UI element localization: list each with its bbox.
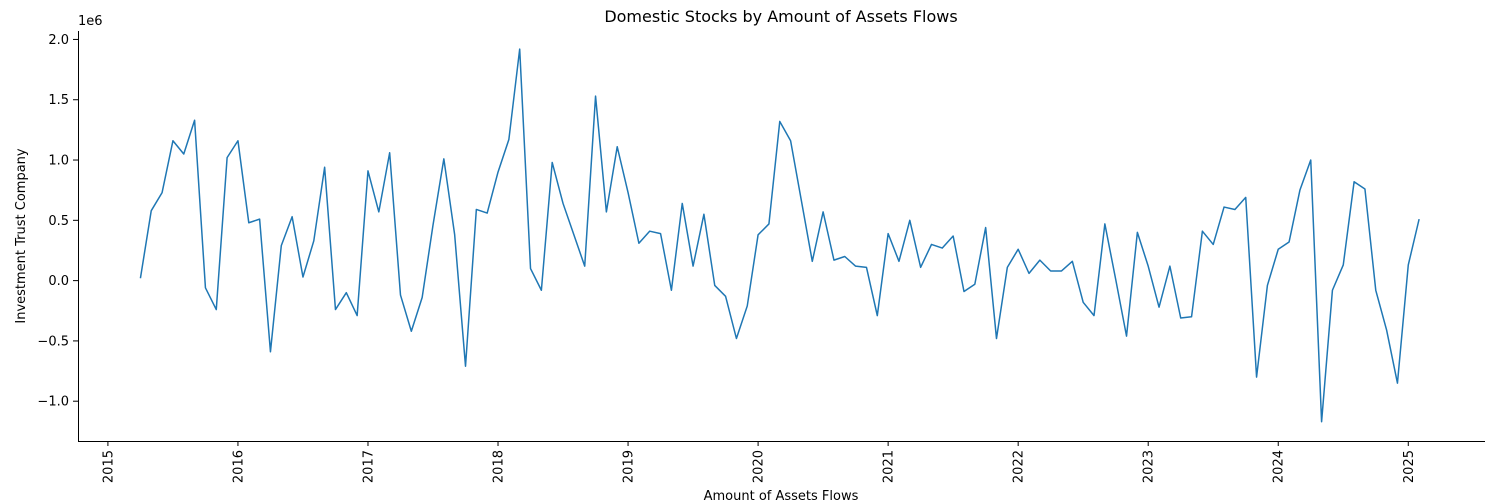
x-tick-label: 2018 <box>492 450 507 483</box>
x-tick-label: 2019 <box>622 450 637 483</box>
x-tick-label: 2017 <box>361 450 376 483</box>
y-tick-label: −1.0 <box>37 395 69 410</box>
y-axis-offset-label: 1e6 <box>78 14 103 29</box>
axes <box>78 31 1485 442</box>
x-tick-label: 2021 <box>882 450 897 483</box>
y-tick-label: 1.5 <box>48 93 69 108</box>
y-tick-label: −0.5 <box>37 334 69 349</box>
x-tick-label: 2025 <box>1402 450 1417 483</box>
x-tick-label: 2020 <box>752 450 767 483</box>
y-ticks: −1.0 −0.5 0.0 0.5 1.0 1.5 2.0 <box>37 33 78 410</box>
y-tick-label: 2.0 <box>48 33 69 48</box>
x-tick-label: 2022 <box>1012 450 1027 483</box>
y-tick-label: 0.5 <box>48 214 69 229</box>
x-tick-label: 2015 <box>101 450 116 483</box>
x-tick-label: 2023 <box>1142 450 1157 483</box>
x-tick-label: 2016 <box>231 450 246 483</box>
y-tick-label: 1.0 <box>48 154 69 169</box>
x-ticks: 2015 2016 2017 2018 2019 2020 2021 2022 2023 2024… <box>101 441 1417 483</box>
x-axis-label: Amount of Assets Flows <box>704 489 859 500</box>
series-line <box>139 48 1420 423</box>
y-axis-label: Investment Trust Company <box>14 148 29 324</box>
chart-title: Domestic Stocks by Amount of Assets Flow… <box>604 7 957 26</box>
y-tick-label: 0.0 <box>48 274 69 289</box>
x-tick-label: 2024 <box>1272 450 1287 483</box>
